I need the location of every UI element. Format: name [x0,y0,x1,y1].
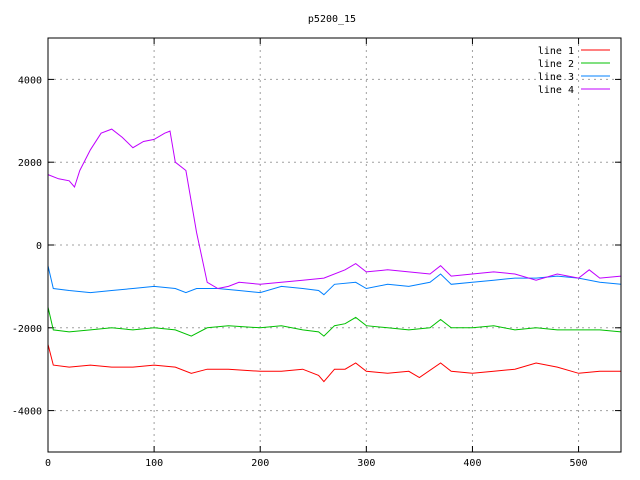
grid [48,38,621,452]
series-line-1 [47,344,621,383]
y-tick-label: 0 [36,241,42,252]
x-tick-label: 0 [45,458,51,469]
legend-label: line 3 [538,72,574,83]
x-tick-label: 400 [463,458,481,469]
chart-title: p5200_15 [308,14,356,25]
axis-ticks: 0 100 200 300 400 500 -4000 -2000 0 2000 4000 [12,38,621,469]
series-lines [47,128,622,383]
y-tick-label: 2000 [18,158,42,169]
x-tick-label: 100 [145,458,163,469]
legend: line 1 line 2 line 3 line 4 [538,46,610,96]
legend-label: line 1 [538,46,574,57]
plot-frame [47,37,622,453]
legend-label: line 4 [538,85,574,96]
series-line-3 [47,265,622,296]
y-tick-label: -2000 [12,324,42,335]
y-tick-label: -4000 [12,407,42,418]
series-line-4 [47,128,622,290]
y-tick-label: 4000 [18,75,42,86]
legend-label: line 2 [538,59,574,70]
x-tick-label: 300 [357,458,375,469]
series-line-2 [47,306,622,337]
x-tick-label: 500 [570,458,588,469]
x-tick-label: 200 [251,458,269,469]
